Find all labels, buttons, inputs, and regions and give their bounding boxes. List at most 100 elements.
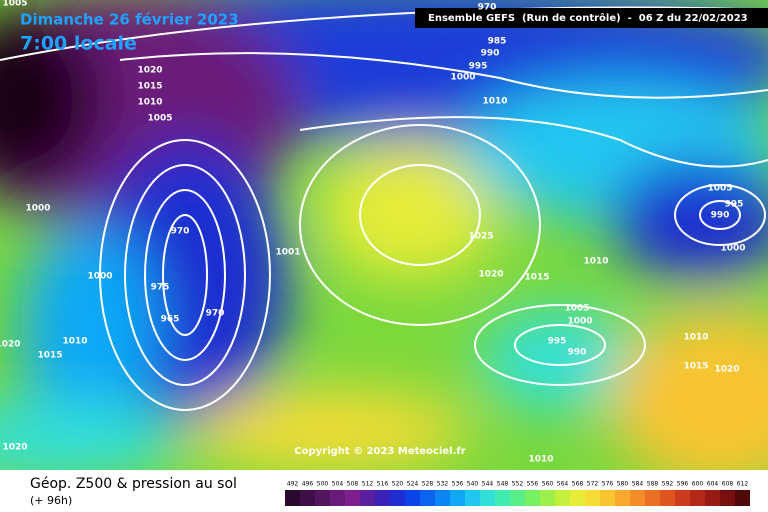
isobar-label: 1010 (528, 455, 553, 465)
colorbar-label: 568 (572, 481, 584, 488)
isobar-label: 1000 (87, 272, 112, 282)
model-info: Ensemble GEFS (Run de contrôle) - 06 Z d… (428, 12, 748, 24)
isobar-label: 1010 (583, 257, 608, 267)
isobar-label: 1010 (482, 97, 507, 107)
isobar-label: 1020 (478, 270, 503, 280)
colorbar-swatch (330, 490, 345, 506)
isobar-label: 990 (711, 211, 730, 221)
isobar-label: 985 (488, 37, 507, 47)
isobar-label: 995 (469, 62, 488, 72)
colorbar-label: 596 (677, 481, 689, 488)
colorbar-label: 532 (437, 481, 449, 488)
isobar-label: 1010 (683, 333, 708, 343)
colorbar-label: 604 (707, 481, 719, 488)
isobar-label: 1025 (468, 232, 493, 242)
isobar-labels: 1005 970985990995100010201015101010051010… (0, 0, 746, 465)
colorbar-label: 492 (287, 481, 299, 488)
isobar-label: 1015 (137, 82, 162, 92)
colorbar-swatch (465, 490, 480, 506)
isobar-label: 995 (548, 337, 567, 347)
isobar-label: 1000 (720, 244, 745, 254)
colorbar-label: 576 (602, 481, 614, 488)
colorbar-label: 548 (497, 481, 509, 488)
isobar-label: 1010 (62, 337, 87, 347)
isobar-label: 965 (161, 315, 180, 325)
colorbar-swatch (300, 490, 315, 506)
isobar-label: 970 (478, 3, 497, 13)
colorbar-swatch (645, 490, 660, 506)
colorbar-label: 516 (377, 481, 389, 488)
colorbar-swatch (555, 490, 570, 506)
colorbar-swatch (390, 490, 405, 506)
colorbar-swatch (405, 490, 420, 506)
colorbar-swatch (315, 490, 330, 506)
isobar-label: 1000 (25, 204, 50, 214)
colorbar-label: 588 (647, 481, 659, 488)
isobar-label: 1000 (450, 73, 475, 83)
colorbar-swatch (525, 490, 540, 506)
colorbar-label: 520 (392, 481, 404, 488)
colorbar-label: 580 (617, 481, 629, 488)
isobar-label: 1020 (2, 443, 27, 453)
colorbar-swatch (450, 490, 465, 506)
isobar-label: 1005 (707, 184, 732, 194)
colorbar-label: 524 (407, 481, 419, 488)
colorbar-swatch (435, 490, 450, 506)
colorbar-swatch (570, 490, 585, 506)
isobar-label: 975 (151, 283, 170, 293)
isobar-label: 990 (568, 348, 587, 358)
isobar-label: 1005 (564, 304, 589, 314)
colorbar-label: 496 (302, 481, 314, 488)
isobar-label: 1010 (137, 98, 162, 108)
colorbar-swatch (585, 490, 600, 506)
colorbar-label: 564 (557, 481, 569, 488)
copyright: Copyright © 2023 Meteociel.fr (294, 446, 465, 457)
colorbar-label: 528 (422, 481, 434, 488)
colorbar-label: 612 (737, 481, 749, 488)
colorbar-swatch (345, 490, 360, 506)
colorbar-label: 504 (332, 481, 344, 488)
map-field (0, 0, 768, 490)
isobar-label: 1015 (37, 351, 62, 361)
colorbar-swatch (630, 490, 645, 506)
footer-lead: (+ 96h) (30, 494, 72, 507)
colorbar-label: 552 (512, 481, 524, 488)
colorbar-swatch (360, 490, 375, 506)
isobar-label: 1005 (147, 114, 172, 124)
colorbar-swatch (705, 490, 720, 506)
colorbar-swatch (615, 490, 630, 506)
colorbar-label: 540 (467, 481, 479, 488)
isobar-label: 1015 (683, 362, 708, 372)
footer-title: Géop. Z500 & pression au sol (30, 476, 237, 492)
isobar-label: 970 (206, 309, 225, 319)
colorbar-label: 608 (722, 481, 734, 488)
isobar-label: 1020 (0, 340, 21, 350)
isobar-label: 1005 (2, 0, 27, 9)
date: Dimanche 26 février 2023 (20, 11, 239, 29)
colorbar-swatch (735, 490, 750, 506)
colorbar-label: 572 (587, 481, 599, 488)
isobar-label: 1000 (567, 317, 592, 327)
isobar-label: 1001 (275, 248, 300, 258)
colorbar-label: 536 (452, 481, 464, 488)
colorbar-swatch (510, 490, 525, 506)
colorbar-label: 500 (317, 481, 329, 488)
colorbar-label: 556 (527, 481, 539, 488)
colorbar-swatch (675, 490, 690, 506)
isobar-label: 1015 (524, 273, 549, 283)
isobar-label: 1020 (714, 365, 739, 375)
colorbar-swatch (540, 490, 555, 506)
colorbar-swatch (375, 490, 390, 506)
isobar-label: 995 (725, 200, 744, 210)
colorbar: 492 496 500 504 508 512 516 520 524 528 532 536 540 5… (285, 481, 750, 506)
colorbar-swatch (480, 490, 495, 506)
colorbar-label: 508 (347, 481, 359, 488)
colorbar-swatch (660, 490, 675, 506)
isobar-label: 970 (171, 227, 190, 237)
colorbar-label: 584 (632, 481, 644, 488)
colorbar-label: 600 (692, 481, 704, 488)
colorbar-swatch (495, 490, 510, 506)
colorbar-label: 560 (542, 481, 554, 488)
colorbar-label: 544 (482, 481, 494, 488)
